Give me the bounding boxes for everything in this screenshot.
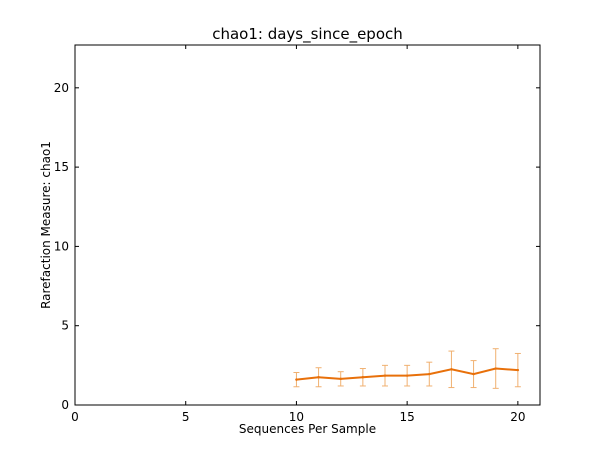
data-point	[405, 374, 409, 377]
data-point	[361, 376, 365, 379]
data-point	[295, 378, 298, 381]
y-tick-label: 5	[61, 319, 69, 333]
data-point	[494, 367, 497, 370]
x-axis-label: Sequences Per Sample	[239, 422, 376, 436]
x-tick-label: 0	[71, 410, 79, 424]
x-tick-label: 10	[289, 410, 304, 424]
y-tick-label: 20	[54, 81, 69, 95]
x-tick-label: 15	[400, 410, 415, 424]
axis-ticks: 0 5 10 15 20 0 5 10 15 20	[54, 45, 540, 424]
x-tick-label: 20	[510, 410, 525, 424]
y-tick-label: 0	[61, 398, 69, 412]
plot-frame	[74, 44, 541, 406]
y-axis-label: Rarefaction Measure: chao1	[39, 141, 53, 309]
data-point	[339, 377, 342, 381]
data-point	[428, 372, 431, 376]
data-point	[383, 374, 387, 377]
y-tick-label: 15	[54, 160, 69, 174]
x-tick-label: 5	[182, 410, 190, 424]
data-point	[516, 368, 520, 372]
data-point	[450, 368, 453, 371]
series-layer	[293, 348, 521, 389]
data-point	[472, 372, 475, 376]
y-tick-label: 10	[54, 239, 69, 253]
data-point	[317, 376, 320, 379]
chart-title: chao1: days_since_epoch	[212, 25, 403, 44]
